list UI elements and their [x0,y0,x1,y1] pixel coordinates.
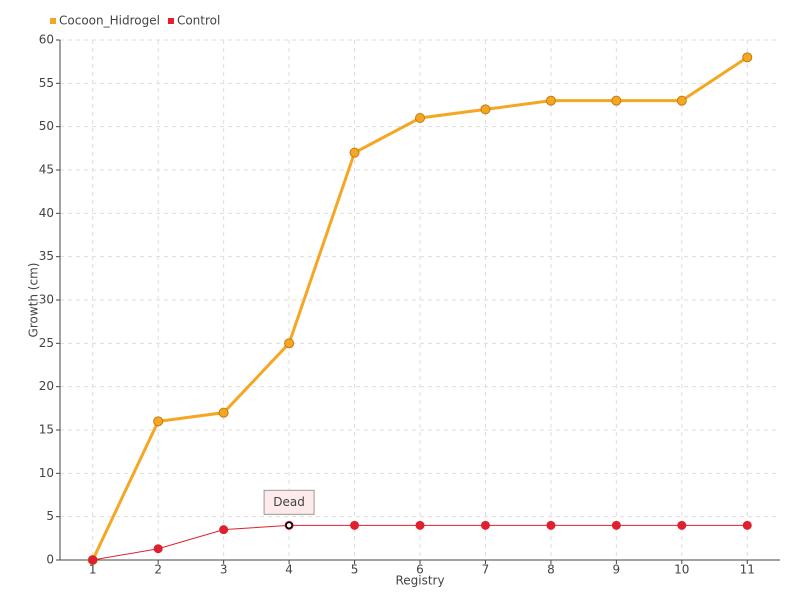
y-tick-label: 20 [39,379,54,393]
y-tick-label: 25 [39,336,54,350]
series-line [91,56,749,561]
data-point [349,147,360,158]
x-tick-label: 10 [674,563,689,577]
y-tick-label: 30 [39,293,54,307]
y-tick-label: 55 [39,76,54,90]
x-tick-label: 8 [547,563,555,577]
data-point [742,52,753,63]
data-point [350,520,360,530]
data-point [480,104,491,115]
data-point [611,520,621,530]
x-tick-label: 1 [89,563,97,577]
x-tick-label: 2 [154,563,162,577]
data-point [742,520,752,530]
data-point [219,525,229,535]
x-tick-label: 3 [220,563,228,577]
data-point [218,407,229,418]
legend-label: Control [177,14,220,28]
y-tick-label: 10 [39,466,54,480]
y-tick-label: 40 [39,206,54,220]
x-tick-label: 9 [613,563,621,577]
annotation-box [263,489,315,515]
y-tick-label: 0 [46,553,54,567]
data-point [677,520,687,530]
annotation-label: Dead [273,495,305,509]
data-point [545,95,556,106]
y-tick-label: 50 [39,119,54,133]
data-point [153,416,164,427]
y-tick-label: 35 [39,249,54,263]
y-tick-label: 5 [46,509,54,523]
legend-swatch [50,18,56,24]
data-point [415,520,425,530]
y-tick-label: 60 [39,33,54,47]
x-axis-title: Registry [395,574,444,588]
data-point [546,520,556,530]
data-point [88,555,98,565]
x-tick-label: 5 [351,563,359,577]
y-tick-label: 15 [39,423,54,437]
y-tick-label: 45 [39,163,54,177]
data-point [676,95,687,106]
x-tick-label: 6 [416,563,424,577]
data-point [153,544,163,554]
annotation-marker [285,521,293,530]
x-tick-label: 4 [285,563,293,577]
data-point [611,95,622,106]
legend-swatch [167,18,174,24]
legend-label: Cocoon_Hidrogel [59,14,160,28]
data-point [284,338,295,349]
x-tick-label: 7 [482,563,490,577]
data-point [415,113,425,123]
x-tick-label: 11 [740,563,755,577]
data-point [480,520,490,530]
y-axis-title: Growth (cm) [27,263,41,338]
